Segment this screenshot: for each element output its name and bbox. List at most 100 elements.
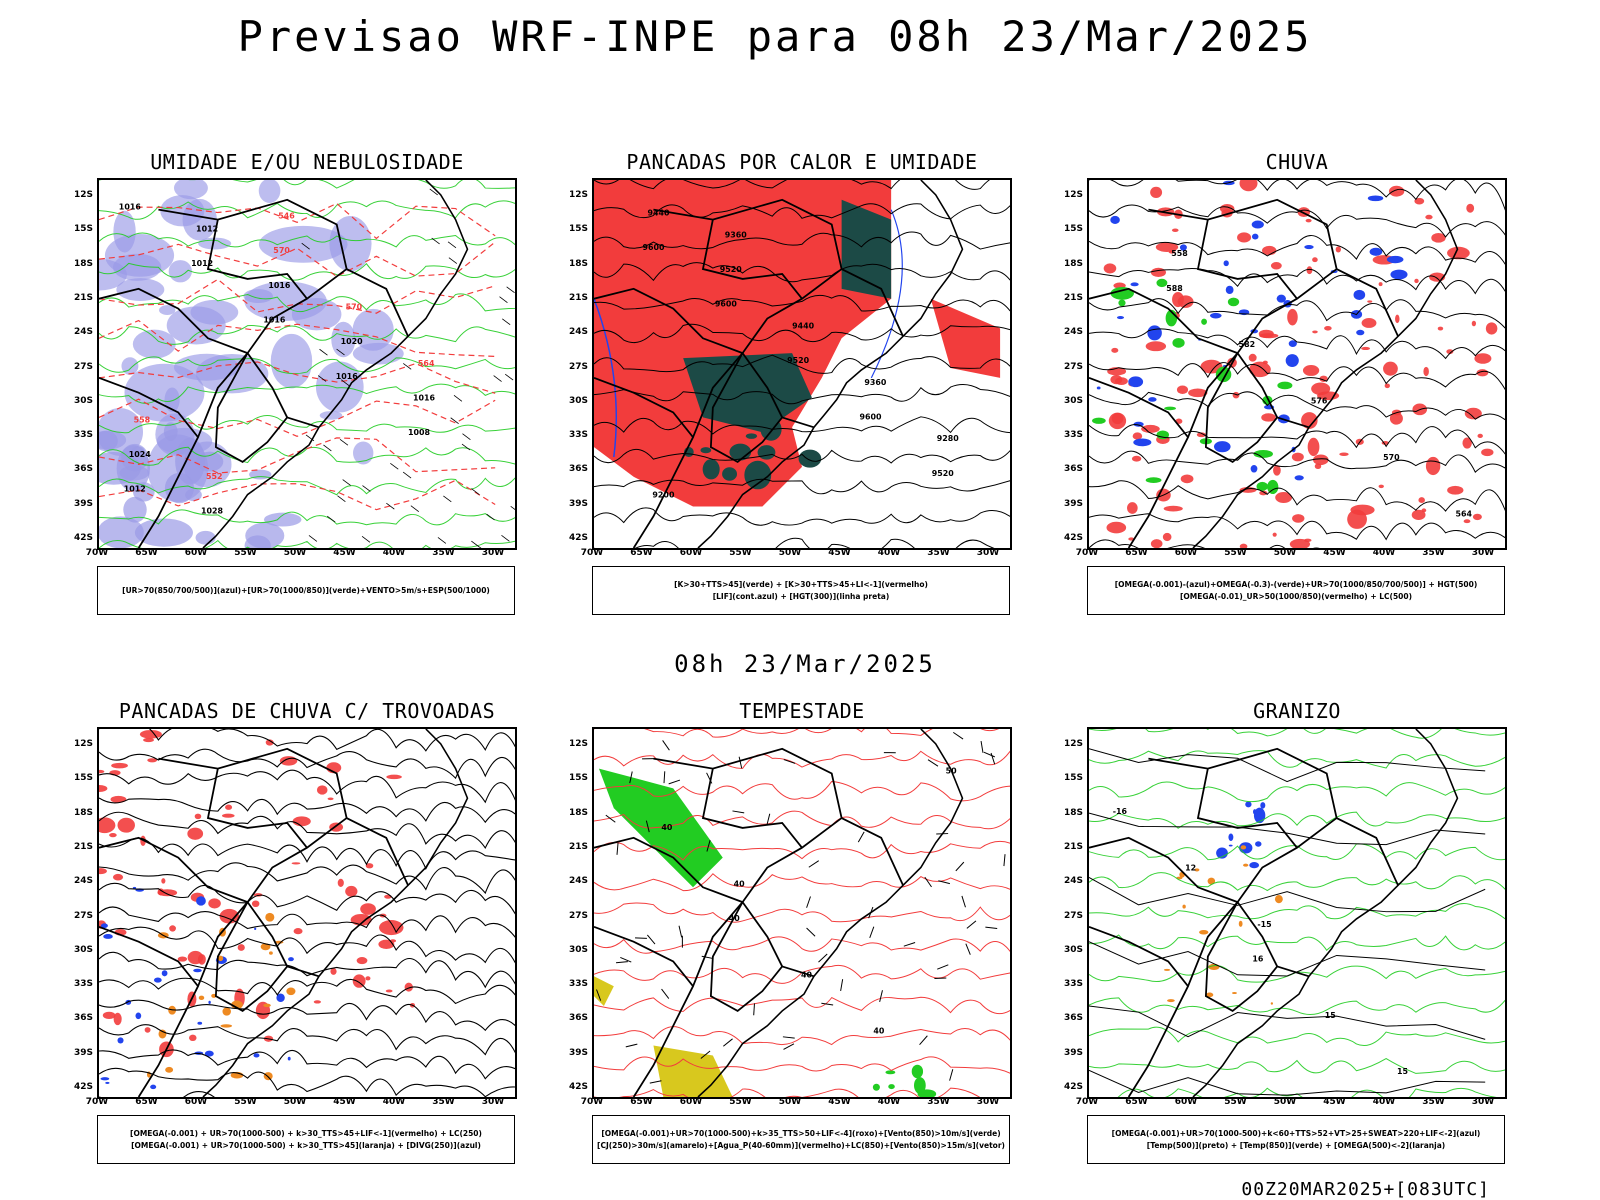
run-time-footer: 00Z20MAR2025+[083UTC] (1241, 1179, 1490, 1200)
latitude-tick-label: 30S (73, 944, 93, 955)
contour-label: 12 (1185, 863, 1196, 872)
contour-label: 1016 (413, 394, 436, 403)
longitude-tick-label: 35W (1422, 1097, 1445, 1107)
contour-label: 570 (273, 246, 290, 255)
contour-label: 1016 (119, 203, 142, 212)
latitude-tick-label: 27S (1063, 361, 1083, 372)
contour-label: 1016 (336, 372, 359, 381)
contour-label: 9600 (715, 300, 738, 309)
longitude-tick-label: 45W (333, 1097, 356, 1107)
longitude-tick-label: 40W (877, 548, 901, 558)
longitude-tick-label: 70W (1075, 548, 1099, 558)
latitude-tick-label: 36S (1063, 1013, 1083, 1024)
contour-label: 582 (1239, 340, 1256, 349)
latitude-tick-label: 21S (1063, 292, 1083, 303)
contour-label: 1008 (408, 428, 431, 437)
latitude-tick-label: 15S (73, 224, 93, 235)
contour-label: 9600 (859, 412, 882, 421)
contour-label: 570 (346, 303, 363, 312)
legend-box-2: [K>30+TTS>45](verde) + [K>30+TTS>45+LI<-… (592, 566, 1010, 615)
latitude-tick-label: 24S (568, 876, 588, 887)
latitude-tick-label: 33S (1063, 979, 1083, 990)
latitude-tick-label: 30S (1063, 395, 1083, 406)
longitude-tick-label: 55W (1224, 548, 1247, 558)
latitude-tick-label: 42S (568, 533, 588, 543)
longitude-tick-label: 70W (85, 548, 109, 558)
latitude-tick-label: 15S (73, 773, 93, 784)
longitude-tick-label: 50W (778, 548, 802, 558)
contour-label: 546 (278, 212, 295, 221)
latitude-tick-label: 12S (1063, 739, 1083, 749)
legend-line: [OMEGA(-0.001) + UR>70(1000-500) + k>30_… (130, 1128, 482, 1138)
contour-label: 9600 (643, 243, 666, 252)
latitude-tick-label: 36S (1063, 464, 1083, 475)
latitude-tick-label: 42S (1063, 1082, 1083, 1092)
longitude-tick-label: 65W (1125, 1097, 1148, 1107)
longitude-tick-label: 55W (234, 1097, 257, 1107)
longitude-tick-label: 35W (432, 548, 455, 558)
longitude-tick-label: 50W (1273, 1097, 1297, 1107)
latitude-tick-label: 27S (1063, 910, 1083, 921)
latitude-tick-label: 30S (568, 395, 588, 406)
longitude-tick-label: 45W (828, 1097, 851, 1107)
contour-label: 40 (873, 1027, 885, 1036)
contour-label: 15 (1325, 1011, 1336, 1020)
contour-label: 564 (418, 359, 435, 368)
latitude-tick-label: 39S (73, 1047, 93, 1058)
longitude-tick-label: 45W (1323, 548, 1346, 558)
contour-label: -15 (1257, 920, 1271, 929)
legend-box-5: [OMEGA(-0.001)+UR>70(1000-500)+k>35_TTS>… (592, 1115, 1010, 1164)
latitude-tick-label: 24S (73, 876, 93, 887)
contour-label: 9520 (720, 265, 743, 274)
contour-label: 40 (734, 879, 746, 888)
contour-label: -16 (1113, 807, 1128, 816)
longitude-tick-label: 70W (85, 1097, 109, 1107)
contour-label: 588 (1166, 284, 1183, 293)
latitude-tick-label: 27S (73, 910, 93, 921)
longitude-tick-label: 30W (1471, 548, 1495, 558)
longitude-tick-label: 55W (234, 548, 257, 558)
longitude-tick-label: 60W (184, 1097, 208, 1107)
latitude-tick-label: 39S (1063, 1047, 1083, 1058)
legend-line: [OMEGA(-0.001) + UR>70(1000-500) + k>30_… (131, 1140, 481, 1150)
contour-label: 1028 (201, 506, 224, 515)
legend-box-3: [OMEGA(-0.001)-(azul)+OMEGA(-0.3)-(verde… (1087, 566, 1505, 615)
longitude-tick-label: 60W (679, 1097, 703, 1107)
latitude-tick-label: 21S (73, 841, 93, 852)
forecast-map-1: 1016 1012 1016 1016 1008 1012 1012 1016 1020 1016… (97, 178, 517, 550)
longitude-tick-label: 55W (729, 548, 752, 558)
longitude-tick-label: 30W (481, 1097, 505, 1107)
forecast-map-2: 9600 9600 9520 9600 9520 9440 9520 9440 9360 9280… (592, 178, 1012, 550)
longitude-tick-label: 55W (729, 1097, 752, 1107)
contour-label: 576 (1311, 397, 1328, 406)
latitude-tick-label: 12S (73, 190, 93, 200)
legend-line: [K>30+TTS>45](verde) + [K>30+TTS>45+LI<-… (674, 579, 928, 589)
contour-label: 558 (1171, 249, 1188, 258)
latitude-tick-label: 39S (73, 498, 93, 509)
longitude-tick-label: 40W (877, 1097, 901, 1107)
contour-label: 15 (1397, 1067, 1408, 1076)
latitude-tick-label: 21S (1063, 841, 1083, 852)
longitude-tick-label: 55W (1224, 1097, 1247, 1107)
contour-label: 1024 (129, 450, 152, 459)
contour-label: 564 (1455, 509, 1472, 518)
latitude-tick-label: 30S (73, 395, 93, 406)
contour-label: 1012 (196, 224, 218, 233)
legend-line: [OMEGA(-0.001)-(azul)+OMEGA(-0.3)-(verde… (1114, 579, 1478, 589)
latitude-tick-label: 39S (568, 498, 588, 509)
longitude-tick-label: 70W (1075, 1097, 1099, 1107)
latitude-tick-label: 30S (568, 944, 588, 955)
latitude-tick-label: 21S (568, 841, 588, 852)
latitude-tick-label: 24S (568, 327, 588, 338)
longitude-tick-label: 50W (283, 548, 307, 558)
latitude-tick-label: 36S (73, 464, 93, 475)
longitude-tick-label: 45W (1323, 1097, 1346, 1107)
longitude-tick-label: 65W (135, 548, 158, 558)
contour-label: 40 (801, 970, 813, 979)
latitude-tick-label: 36S (568, 1013, 588, 1024)
panel-title-6: GRANIZO (1253, 699, 1341, 723)
contour-label: 570 (1383, 453, 1400, 462)
forecast-time-title: 08h 23/Mar/2025 (674, 650, 936, 678)
contour-label: 40 (729, 914, 741, 923)
panel-title-5: TEMPESTADE (739, 699, 865, 723)
